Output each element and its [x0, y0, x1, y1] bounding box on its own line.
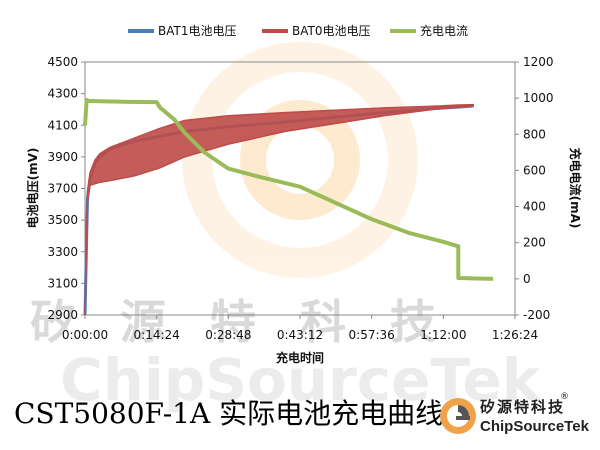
x-axis-title: 充电时间: [276, 350, 324, 365]
y-left-tick-label: 4500: [47, 55, 78, 69]
chart-caption: CST5080F-1A 实际电池充电曲线: [14, 397, 444, 430]
y-left-axis-title: 电池电压(mV): [25, 148, 40, 229]
y-left-axis: 2900 3100 3300 3500 3700 3900 4100 4300 4500: [47, 55, 85, 322]
y-left-tick-label: 3900: [47, 150, 78, 164]
x-tick-label: 1:26:24: [492, 328, 538, 342]
y-left-tick-label: 4100: [47, 118, 78, 132]
brand-logo-icon: [440, 398, 476, 434]
series-line-current: [83, 98, 494, 281]
legend-label: 充电电流: [420, 23, 468, 38]
y-left-tick-label: 3300: [47, 245, 78, 259]
y-right-tick-label: 1000: [523, 91, 554, 105]
y-left-tick-label: 4300: [47, 87, 78, 101]
y-right-axis-title: 充电电流(mA): [568, 148, 583, 229]
y-right-tick-label: 800: [523, 127, 546, 141]
legend: BAT1电池电压 BAT0电池电压 充电电流: [128, 23, 468, 38]
y-left-tick-label: 3100: [47, 276, 78, 290]
series-band-bat0: [84, 103, 474, 316]
x-tick-label: 0:00:00: [62, 328, 108, 342]
y-right-tick-label: 600: [523, 163, 546, 177]
x-tick-label: 0:57:36: [349, 328, 395, 342]
y-left-tick-label: 2900: [47, 308, 78, 322]
series-layer: [83, 98, 494, 316]
legend-label: BAT1电池电压: [158, 24, 236, 38]
y-right-tick-label: 0: [523, 272, 531, 286]
y-right-tick-label: 200: [523, 236, 546, 250]
brand-logo: 矽源特科技 ® ChipSourceTek: [438, 392, 598, 442]
y-right-tick-label: 400: [523, 200, 546, 214]
y-right-tick-label: -200: [523, 308, 550, 322]
watermark-cn: 矽 源 特 科 技: [30, 295, 450, 349]
x-tick-label: 0:14:24: [134, 328, 180, 342]
x-tick-label: 0:43:12: [277, 328, 323, 342]
registered-mark: ®: [560, 392, 569, 402]
y-right-axis: -200 0 200 400 600 800 1000 1200: [515, 55, 554, 322]
x-tick-label: 1:12:00: [420, 328, 466, 342]
brand-logo-en: ChipSourceTek: [480, 418, 589, 435]
brand-logo-cn: 矽源特科技: [480, 398, 566, 416]
y-left-tick-label: 3500: [47, 213, 78, 227]
x-tick-label: 0:28:48: [205, 328, 251, 342]
y-right-tick-label: 1200: [523, 55, 554, 69]
legend-label: BAT0电池电压: [292, 24, 370, 38]
y-left-tick-label: 3700: [47, 182, 78, 196]
x-axis: 0:00:00 0:14:24 0:28:48 0:43:12 0:57:36 1:12:…: [62, 315, 538, 342]
